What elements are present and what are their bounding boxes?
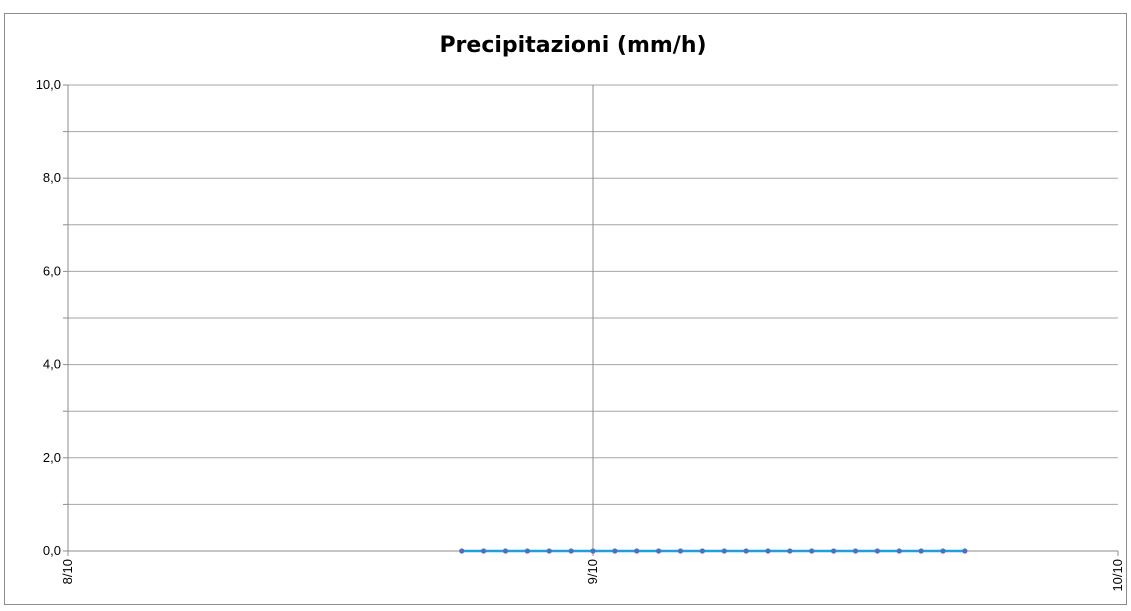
data-point xyxy=(634,548,640,554)
x-tick-label: 10/10 xyxy=(1110,559,1125,592)
data-point xyxy=(721,548,727,554)
data-point xyxy=(962,548,968,554)
series-layer xyxy=(459,548,968,554)
y-tick-label: 6,0 xyxy=(43,263,61,278)
data-point xyxy=(940,548,946,554)
grid-lines xyxy=(68,84,1118,551)
data-point xyxy=(852,548,859,554)
y-tick-label: 8,0 xyxy=(43,170,61,185)
data-point xyxy=(677,548,684,554)
data-point xyxy=(568,548,574,554)
data-point xyxy=(918,548,924,554)
y-tick-label: 4,0 xyxy=(43,357,61,372)
y-tick-labels: 0,0 2,0 4,0 6,0 8,0 10,0 xyxy=(36,77,61,558)
y-tick-label: 2,0 xyxy=(43,450,61,465)
y-tick-label: 10,0 xyxy=(36,77,61,92)
data-point xyxy=(831,548,837,554)
data-point xyxy=(502,548,509,554)
chart-frame xyxy=(4,13,1127,605)
chart-title: Precipitazioni (mm/h) xyxy=(439,33,706,58)
data-point xyxy=(656,548,662,554)
x-tick-labels: 8/10 9/10 10/10 xyxy=(60,559,1125,592)
data-point xyxy=(459,548,465,554)
data-point xyxy=(765,548,771,554)
data-point xyxy=(743,548,749,554)
data-point xyxy=(699,548,705,554)
y-tick-label: 0,0 xyxy=(43,543,61,558)
data-point xyxy=(590,548,596,554)
x-tick-label: 9/10 xyxy=(585,559,600,584)
data-point xyxy=(896,548,902,554)
data-point xyxy=(524,548,530,554)
data-point xyxy=(809,548,815,554)
x-tick-label: 8/10 xyxy=(60,559,75,584)
data-point xyxy=(481,548,487,554)
data-point xyxy=(546,548,552,554)
axes xyxy=(63,84,1119,556)
data-point xyxy=(874,548,880,554)
data-point xyxy=(612,548,618,554)
data-point xyxy=(787,548,793,554)
